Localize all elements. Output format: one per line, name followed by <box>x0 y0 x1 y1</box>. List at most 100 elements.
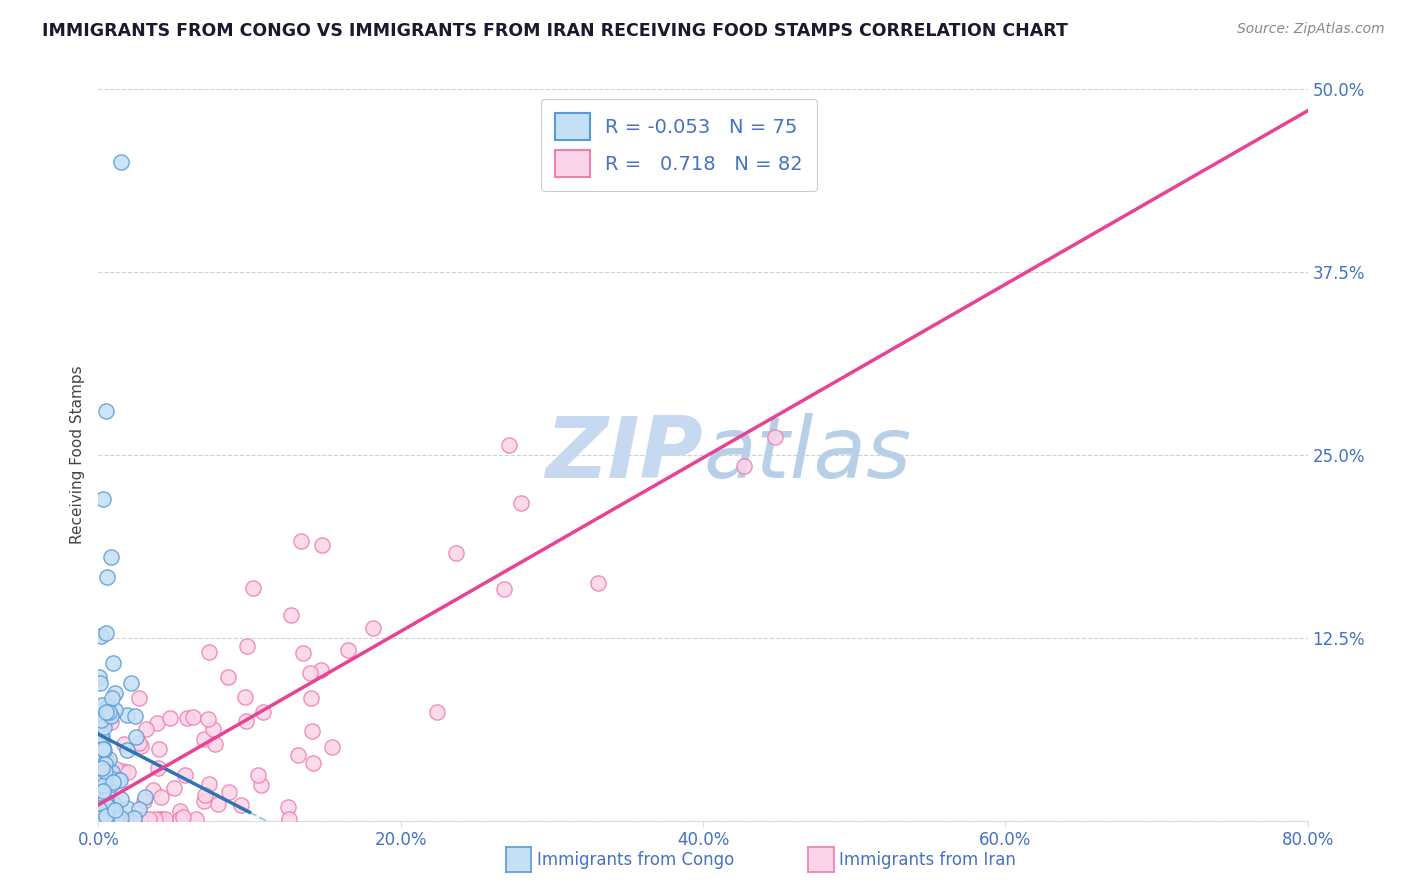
Point <box>198 777 221 791</box>
Point <box>97 761 120 775</box>
Point <box>291 646 314 660</box>
Point <box>96 570 118 584</box>
Point <box>91 491 114 506</box>
Point <box>89 676 111 690</box>
Point <box>105 810 128 824</box>
Point <box>148 812 170 826</box>
Point <box>311 538 333 552</box>
Point <box>197 712 219 726</box>
Point <box>96 784 118 798</box>
Point <box>89 801 111 815</box>
Point <box>91 715 114 730</box>
Point <box>91 698 114 712</box>
Point <box>120 676 142 690</box>
Point <box>110 155 132 169</box>
Point <box>98 705 121 719</box>
Point <box>176 710 198 724</box>
Point <box>169 804 191 818</box>
Point <box>97 803 120 817</box>
Point <box>96 700 118 714</box>
Point <box>117 764 139 779</box>
Point <box>498 437 520 451</box>
Point <box>143 812 166 826</box>
Point <box>193 732 215 747</box>
Point <box>100 708 122 723</box>
Point <box>172 810 194 824</box>
Point <box>110 811 132 825</box>
Point <box>252 706 274 720</box>
Point <box>311 663 333 677</box>
Point <box>90 714 112 728</box>
Point <box>290 534 312 549</box>
Point <box>146 715 169 730</box>
Point <box>101 775 124 789</box>
Point <box>112 738 135 752</box>
Text: atlas: atlas <box>703 413 911 497</box>
Point <box>104 762 127 776</box>
Point <box>89 809 111 823</box>
Point <box>194 788 217 802</box>
Point <box>184 812 207 826</box>
Point <box>93 714 115 729</box>
Y-axis label: Receiving Food Stamps: Receiving Food Stamps <box>70 366 86 544</box>
Point <box>89 774 111 789</box>
Point <box>94 811 117 825</box>
Point <box>104 685 127 699</box>
Point <box>299 666 322 681</box>
Point <box>101 690 124 705</box>
Point <box>97 752 120 766</box>
Point <box>277 800 299 814</box>
Point <box>146 761 169 775</box>
Point <box>586 576 609 591</box>
Point <box>148 741 170 756</box>
Point <box>692 133 714 147</box>
Point <box>91 739 114 754</box>
Point <box>134 812 156 826</box>
Point <box>733 459 755 474</box>
Point <box>115 801 138 815</box>
Point <box>233 690 256 704</box>
Point <box>100 797 122 811</box>
Point <box>96 709 118 723</box>
Point <box>90 731 112 745</box>
Point <box>492 582 515 596</box>
Point <box>218 785 240 799</box>
Point <box>249 778 271 792</box>
Point <box>104 703 127 717</box>
Point <box>89 792 111 806</box>
Point <box>122 811 145 825</box>
Point <box>107 772 129 787</box>
Point <box>111 764 134 778</box>
Point <box>278 812 301 826</box>
Point <box>142 782 165 797</box>
Point <box>363 621 385 635</box>
Point <box>91 784 114 798</box>
Point <box>94 757 117 772</box>
Point <box>94 764 117 778</box>
Point <box>242 582 264 596</box>
Point <box>336 643 359 657</box>
Point <box>301 691 323 706</box>
Point <box>98 771 121 785</box>
Point <box>93 805 115 819</box>
Point <box>128 736 150 750</box>
Point <box>93 743 115 757</box>
Point <box>149 812 172 826</box>
Point <box>135 723 157 737</box>
Point <box>90 761 112 775</box>
Point <box>101 812 124 826</box>
Point <box>91 800 114 814</box>
Point <box>94 792 117 806</box>
Point <box>207 797 229 811</box>
Point <box>107 812 129 826</box>
Point <box>153 812 176 826</box>
Point <box>89 801 111 815</box>
Text: ZIP: ZIP <box>546 413 703 497</box>
Point <box>129 812 152 826</box>
Point <box>763 430 786 444</box>
Point <box>97 802 120 816</box>
Point <box>173 768 195 782</box>
Text: Source: ZipAtlas.com: Source: ZipAtlas.com <box>1237 22 1385 37</box>
Point <box>110 772 132 787</box>
Point <box>128 802 150 816</box>
